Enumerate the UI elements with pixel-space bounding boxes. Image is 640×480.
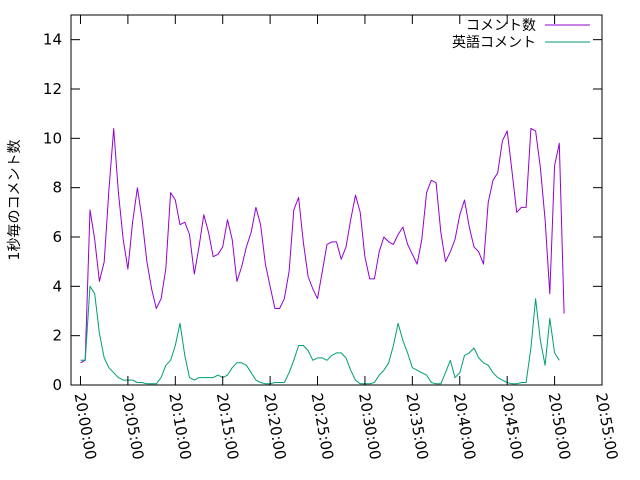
y-tick-label: 4 xyxy=(52,277,62,295)
y-tick-label: 14 xyxy=(43,31,62,49)
series-line-english-comments xyxy=(80,285,560,385)
y-axis-label: 1秒毎のコメント数 xyxy=(7,140,23,261)
y-tick-label: 12 xyxy=(43,80,62,98)
y-tick-label: 2 xyxy=(52,327,62,345)
legend-label: 英語コメント xyxy=(452,34,536,51)
plot-frame xyxy=(70,14,603,386)
y-tick-label: 10 xyxy=(43,129,62,147)
series-line-comment-count xyxy=(80,128,565,364)
series-layer xyxy=(80,128,565,385)
y-tick-label: 6 xyxy=(52,228,62,246)
y-tick-label: 0 xyxy=(52,376,62,394)
legend-label: コメント数 xyxy=(466,18,536,34)
y-tick-label: 8 xyxy=(52,179,62,197)
y-axis-ticks: 0 2 4 6 8 10 12 14 xyxy=(43,31,602,394)
